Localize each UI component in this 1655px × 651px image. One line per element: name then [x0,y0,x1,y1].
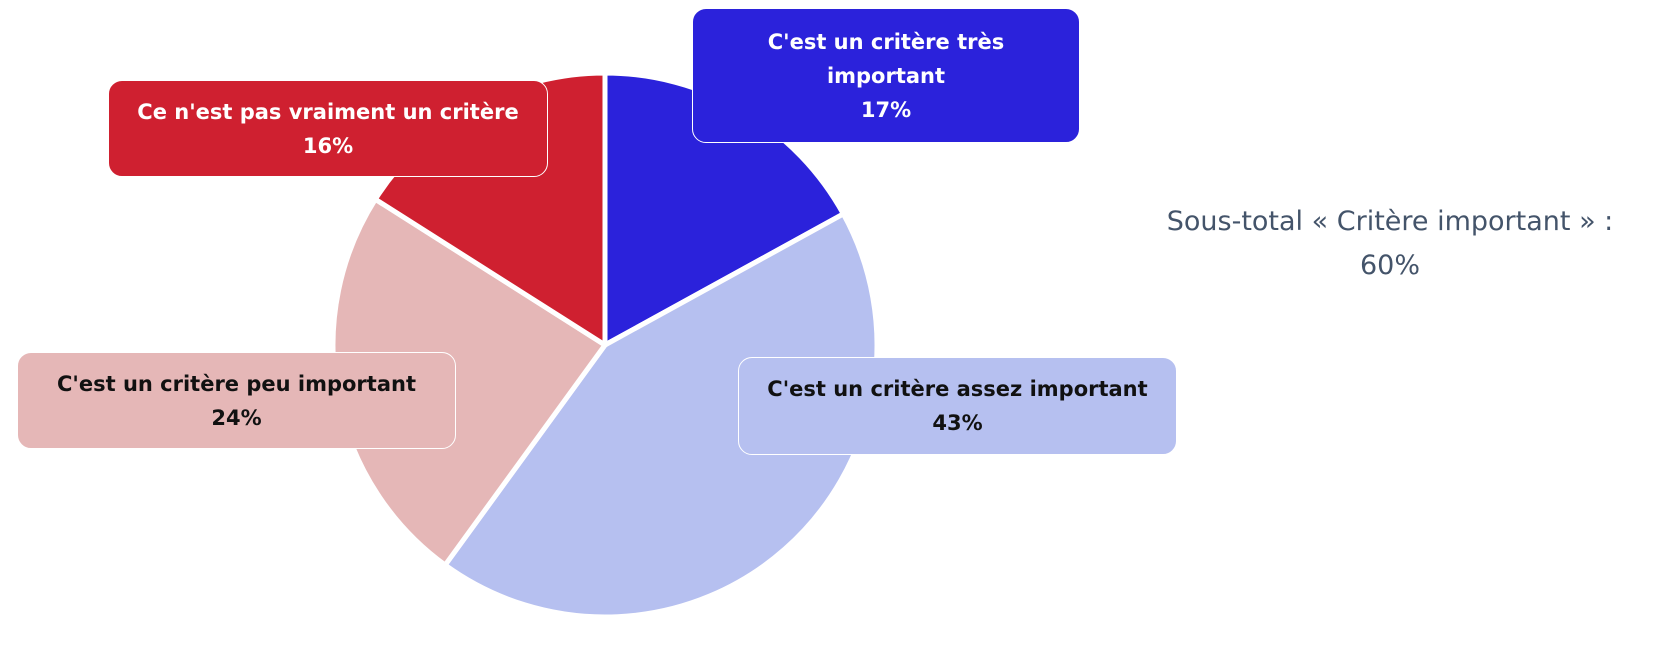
category-label: C'est un critère peu important [57,371,416,396]
category-label: C'est un critère assez important [767,377,1148,401]
data-label: C'est un critère assez important 43% [738,357,1177,455]
category-label: C'est un critère très important [767,29,1005,88]
value-label: 43% [932,411,983,435]
data-label: C'est un critère peu important 24% [17,352,456,449]
value-label: 16% [302,133,354,158]
data-label: Ce n'est pas vraiment un critère 16% [108,80,548,177]
value-label: 24% [211,405,262,430]
pie-slice [442,211,880,620]
data-label: C'est un critère très important 17% [692,8,1080,143]
value-label: 17% [860,97,912,122]
category-label: Ce n'est pas vraiment un critère [137,99,519,124]
annotation: Sous-total « Critère important » : 60% [1166,206,1614,281]
